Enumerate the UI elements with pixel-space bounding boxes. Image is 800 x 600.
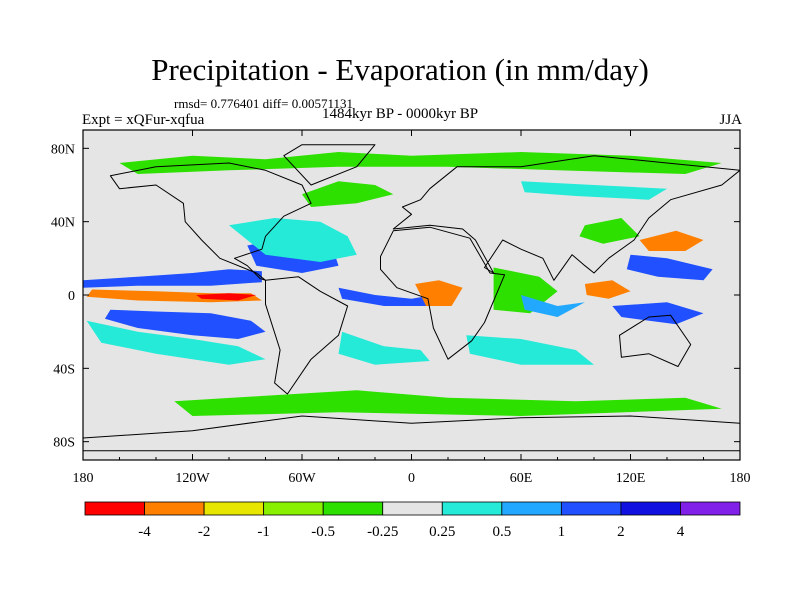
colorbar-box [441, 501, 503, 516]
colorbar-box [203, 501, 265, 516]
coastline-australia [619, 314, 692, 367]
y-tick-label: 80S [53, 436, 75, 451]
region-indian-south-cyan [466, 335, 594, 365]
region-south-pacific-cyan [86, 320, 266, 365]
region-north-atlantic-green [302, 181, 394, 207]
region-south-pacific-blue [104, 309, 266, 339]
period-label: 1484kyr BP - 0000kyr BP [322, 106, 479, 122]
season-label: JJA [719, 112, 742, 128]
colorbar-box [144, 501, 205, 516]
colorbar-box [382, 501, 443, 516]
colorbar-box [322, 501, 384, 516]
coastline-africa [380, 226, 506, 360]
region-indian-ocean-blue [521, 295, 585, 317]
y-tick-label: 80N [51, 142, 75, 157]
coastline-antarctica [83, 415, 740, 452]
x-tick-label: 60E [510, 471, 533, 486]
coastline-north-america [109, 162, 312, 281]
region-atlantic-equator [338, 287, 434, 306]
colorbar-label: 0.5 [492, 524, 511, 540]
region-siberia-cyan [521, 181, 667, 200]
colorbar-box [84, 501, 145, 516]
region-atlantic-cyan [229, 218, 357, 262]
coastline-south-america [265, 276, 349, 395]
y-tick-label: 0 [68, 289, 75, 304]
colorbar-label: 1 [558, 524, 566, 540]
coastline-layer [83, 144, 740, 452]
colorbar-label: -4 [138, 524, 151, 540]
colorbar-label: -0.5 [311, 524, 335, 540]
x-tick-label: 120W [175, 471, 210, 486]
region-arctic-green [119, 152, 722, 174]
region-south-atlantic-cyan [338, 331, 430, 365]
y-tick-label: 40N [51, 216, 75, 231]
region-china-green [579, 218, 640, 244]
field-layer [83, 152, 722, 416]
colorbar-label: -0.25 [367, 524, 398, 540]
x-tick-label: 120E [616, 471, 646, 486]
region-wpac-blue [626, 254, 713, 281]
colorbar-label: 2 [617, 524, 625, 540]
colorbar-box [620, 501, 681, 516]
experiment-label: Expt = xQFur-xqfua [82, 112, 205, 128]
x-tick-label: 60W [288, 471, 316, 486]
region-pacific-itcz-core [196, 293, 257, 301]
x-tick-label: 180 [730, 471, 751, 486]
colorbar-label: 0.25 [429, 524, 455, 540]
colorbar-box [263, 501, 324, 516]
coastline-eurasia [392, 155, 740, 281]
colorbar-box [501, 501, 562, 516]
colorbar-box [680, 501, 741, 516]
region-wpac-orange [639, 230, 704, 251]
x-tick-label: 180 [73, 471, 94, 486]
stats-label: rmsd= 0.776401 diff= 0.00571131 [174, 96, 353, 111]
colorbar-label: 4 [677, 524, 685, 540]
x-tick-label: 0 [408, 471, 415, 486]
region-tropical-pacific-north [83, 269, 262, 288]
colorbar-box [560, 501, 622, 516]
colorbar-label: -1 [257, 524, 270, 540]
colorbar-label: -2 [198, 524, 211, 540]
chart-title: Precipitation - Evaporation (in mm/day) [151, 52, 649, 87]
region-australia-north-blue [612, 302, 704, 325]
region-southern-ocean-green [174, 390, 722, 416]
y-tick-label: 40S [53, 362, 75, 377]
coastline-greenland [283, 144, 376, 186]
region-maritime-orange [584, 280, 631, 299]
region-africa-neg [415, 280, 463, 306]
